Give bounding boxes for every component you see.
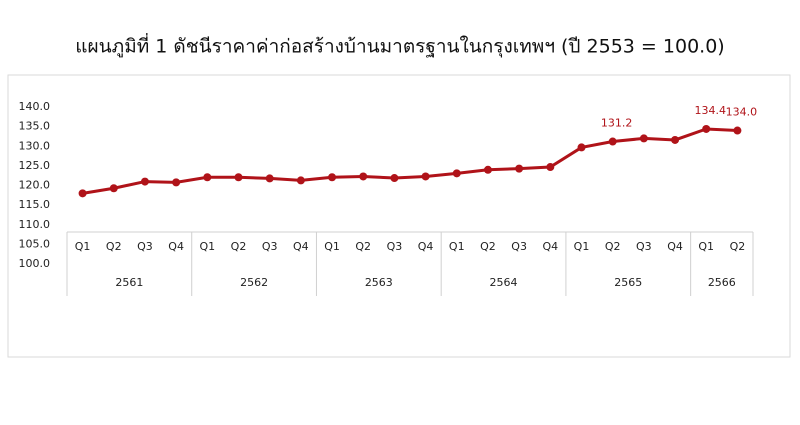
group-label: 2564 (490, 276, 518, 289)
x-tick-label: Q1 (199, 240, 215, 253)
x-tick-label: Q2 (730, 240, 746, 253)
x-tick-label: Q2 (355, 240, 371, 253)
data-line (82, 127, 738, 195)
data-label: 134.0 (726, 106, 758, 119)
data-point (702, 124, 711, 133)
data-point (452, 169, 461, 178)
data-point (515, 164, 524, 173)
y-tick-label: 105.0 (19, 237, 51, 250)
y-tick-label: 125.0 (19, 159, 51, 172)
data-point (483, 165, 492, 174)
data-point (140, 177, 149, 186)
group-label: 2563 (365, 276, 393, 289)
data-label: 134.4 (694, 104, 726, 117)
data-point (234, 173, 243, 182)
group-label: 2566 (708, 276, 736, 289)
x-tick-label: Q1 (449, 240, 465, 253)
data-point (203, 173, 212, 182)
data-point (390, 174, 399, 183)
y-tick-label: 130.0 (19, 139, 51, 152)
x-tick-label: Q4 (168, 240, 184, 253)
group-label: 2562 (240, 276, 268, 289)
x-tick-label: Q3 (511, 240, 527, 253)
y-tick-label: 115.0 (19, 198, 51, 211)
data-point (577, 143, 586, 152)
y-tick-label: 100.0 (19, 257, 51, 270)
x-tick-label: Q3 (636, 240, 652, 253)
x-tick-label: Q4 (667, 240, 683, 253)
x-tick-label: Q4 (418, 240, 434, 253)
data-point (109, 184, 118, 193)
y-tick-label: 140.0 (19, 100, 51, 113)
data-point (359, 172, 368, 181)
data-label: 131.2 (601, 117, 633, 130)
group-label: 2561 (115, 276, 143, 289)
data-point (639, 134, 648, 143)
x-tick-label: Q2 (480, 240, 496, 253)
x-tick-label: Q1 (324, 240, 340, 253)
chart-frame (7, 74, 791, 358)
x-tick-label: Q1 (75, 240, 91, 253)
data-point (172, 178, 181, 187)
y-tick-label: 120.0 (19, 179, 51, 192)
data-point (421, 172, 430, 181)
data-point (671, 135, 680, 144)
data-point (265, 174, 274, 183)
x-tick-label: Q3 (262, 240, 278, 253)
x-tick-label: Q2 (231, 240, 247, 253)
data-point (296, 176, 305, 185)
chart-title: แผนภูมิที่ 1 ดัชนีราคาค่าก่อสร้างบ้านมาต… (75, 33, 724, 59)
x-tick-label: Q2 (605, 240, 621, 253)
data-point (733, 126, 742, 135)
x-tick-label: Q2 (106, 240, 122, 253)
x-tick-label: Q3 (137, 240, 153, 253)
data-point (328, 173, 337, 182)
data-point (608, 137, 617, 146)
y-tick-label: 135.0 (19, 120, 51, 133)
x-tick-label: Q1 (574, 240, 590, 253)
x-tick-label: Q4 (293, 240, 309, 253)
y-tick-label: 110.0 (19, 218, 51, 231)
group-label: 2565 (614, 276, 642, 289)
data-point (78, 189, 87, 198)
x-tick-label: Q1 (698, 240, 714, 253)
x-tick-label: Q4 (542, 240, 558, 253)
x-tick-label: Q3 (387, 240, 403, 253)
data-point (546, 163, 555, 172)
